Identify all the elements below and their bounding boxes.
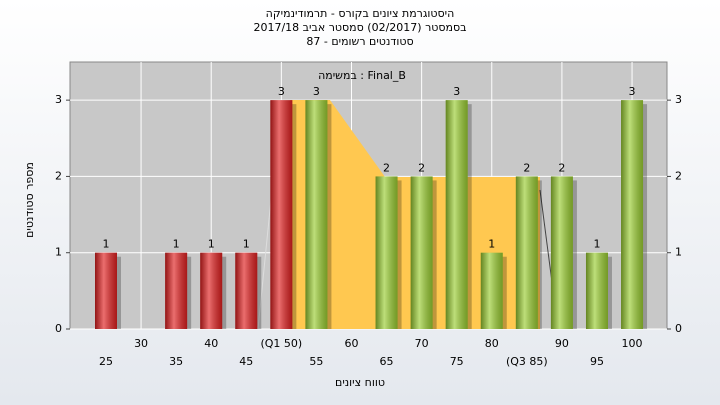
- y-tick-label: 1: [675, 246, 682, 259]
- bar-shade: [165, 252, 188, 329]
- y-tick-label: 0: [675, 322, 682, 335]
- y-tick-label: 1: [55, 246, 62, 259]
- bar-shade: [270, 100, 293, 330]
- bar-shade: [621, 100, 644, 330]
- value-label: 2: [383, 161, 390, 174]
- value-label: 1: [488, 238, 495, 251]
- annotation: במשימה : Final_B: [318, 69, 406, 82]
- x-tick-label: 35: [169, 355, 183, 368]
- bar-shade: [305, 100, 328, 330]
- x-axis-label: טווח ציונים: [335, 376, 385, 389]
- value-label: 3: [313, 85, 320, 98]
- quartile-line: [539, 189, 554, 291]
- x-tick-label: 25: [99, 355, 113, 368]
- y-tick-label: 3: [675, 93, 682, 106]
- bar-shade: [375, 176, 398, 329]
- value-label: 3: [453, 85, 460, 98]
- chart-title: היסטוגרמת ציונים בקורס - תרמודינמיקה: [266, 7, 455, 20]
- value-label: 1: [593, 238, 600, 251]
- value-label: 2: [418, 161, 425, 174]
- chart-subtitle: בסמסטר (02/2017) סמסטר אביב 2017/18: [253, 21, 466, 34]
- x-tick-label: 90: [555, 337, 569, 350]
- y-tick-label: 0: [55, 322, 62, 335]
- x-tick-label: 40: [204, 337, 218, 350]
- value-label: 1: [208, 238, 215, 251]
- y-tick-label: 3: [55, 93, 62, 106]
- y-tick-label: 2: [55, 169, 62, 182]
- bar-shade: [235, 252, 258, 329]
- x-tick-label: 65: [380, 355, 394, 368]
- x-tick-label: 100: [622, 337, 643, 350]
- x-tick-label: 55: [309, 355, 323, 368]
- bar-shade: [95, 252, 117, 329]
- x-tick-label: 60: [344, 337, 358, 350]
- value-label: 2: [558, 161, 565, 174]
- x-tick-label: (Q3 85): [506, 355, 548, 368]
- bar-shade: [445, 100, 468, 330]
- value-label: 2: [523, 161, 530, 174]
- bar-shade: [515, 176, 538, 329]
- x-tick-label: 45: [239, 355, 253, 368]
- value-label: 1: [173, 238, 180, 251]
- value-label: 1: [103, 238, 110, 251]
- bar-shade: [480, 252, 503, 329]
- value-label: 1: [243, 238, 250, 251]
- x-tick-label: 80: [485, 337, 499, 350]
- y-tick-label: 2: [675, 169, 682, 182]
- bar-shade: [550, 176, 573, 329]
- x-tick-label: 95: [590, 355, 604, 368]
- x-tick-label: (Q1 50): [260, 337, 302, 350]
- x-tick-label: 75: [450, 355, 464, 368]
- bar-shade: [200, 252, 223, 329]
- bar-shade: [585, 252, 608, 329]
- value-label: 3: [629, 85, 636, 98]
- chart-subtitle: סטודנטים רשומים - 87: [306, 35, 413, 48]
- x-tick-label: 30: [134, 337, 148, 350]
- x-tick-label: 70: [415, 337, 429, 350]
- bar-shade: [410, 176, 433, 329]
- value-label: 3: [278, 85, 285, 98]
- y-axis-label: מספר סטודנטים: [23, 162, 36, 238]
